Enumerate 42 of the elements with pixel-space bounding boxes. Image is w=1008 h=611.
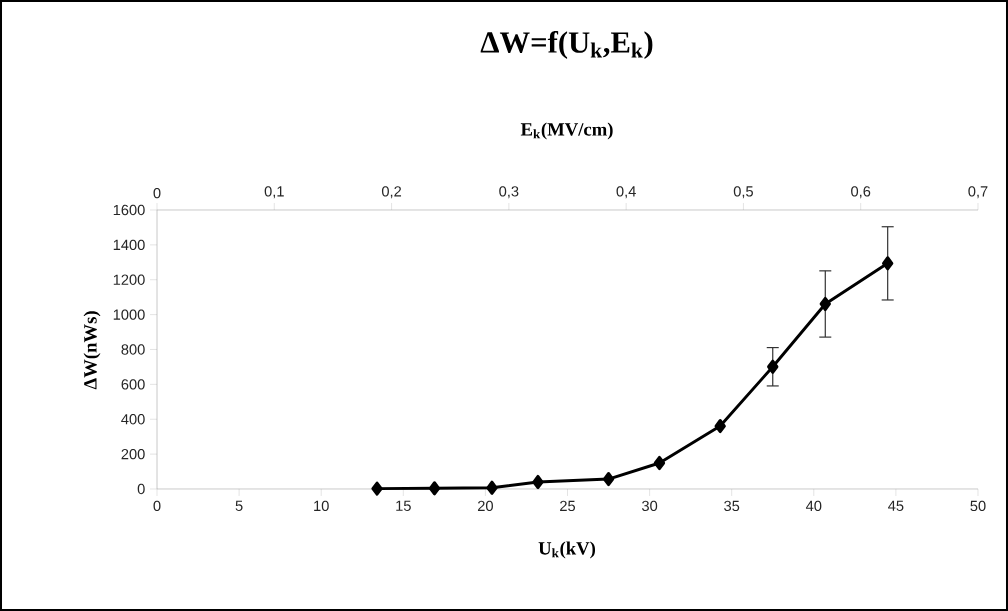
y-tick-label: 1200 — [113, 274, 145, 285]
point — [882, 256, 894, 271]
point — [819, 296, 831, 312]
x-tick-label: 50 — [970, 500, 986, 512]
y-tick-label: 600 — [121, 379, 145, 390]
x2-tick-label: 0,3 — [499, 186, 519, 199]
y-tick-label: 1400 — [113, 239, 145, 251]
y-tick-label: 200 — [121, 448, 145, 460]
point — [602, 471, 615, 487]
x2-tick-label: 0,1 — [264, 186, 284, 199]
x-tick-label: 25 — [560, 500, 576, 512]
x2-tick-label: 0 — [153, 187, 161, 199]
x-tick-label: 20 — [477, 500, 493, 512]
point — [767, 359, 779, 374]
y-axis-title: ΔW(nWs) — [83, 311, 101, 390]
x-tick-label: 35 — [724, 500, 740, 512]
y-tick-label: 400 — [121, 414, 145, 425]
x-tick-label: 30 — [642, 500, 658, 512]
point — [371, 481, 383, 496]
point — [428, 481, 441, 496]
x2-axis-title: E$_{k}$(MV/cm) — [520, 122, 613, 140]
x-tick-label: 10 — [314, 500, 329, 512]
chart-title: ΔW=f(U$_{k}$,E$_{k}$) — [480, 30, 653, 60]
x2-tick-label: 0,4 — [616, 186, 636, 199]
x-axis-title: U$_{k}$(kV) — [538, 541, 596, 559]
x2-tick-label: 0,5 — [733, 186, 753, 199]
x2-tick-label: 0,2 — [381, 186, 402, 199]
x-tick-label: 45 — [888, 500, 904, 511]
point — [532, 474, 544, 490]
x2-tick-label: 0,7 — [968, 186, 988, 199]
x-tick-label: 5 — [235, 500, 243, 511]
point — [486, 480, 498, 495]
x-tick-label: 0 — [153, 500, 161, 512]
point — [653, 455, 666, 471]
x2-tick-label: 0,6 — [851, 186, 871, 199]
x-tick-label: 40 — [805, 500, 822, 512]
y-tick-label: 1600 — [113, 204, 145, 216]
y-tick-label: 800 — [121, 344, 145, 355]
point — [714, 418, 726, 434]
y-tick-label: 1000 — [113, 309, 145, 320]
x-tick-label: 15 — [396, 500, 411, 511]
y-tick-label: 0 — [137, 483, 145, 495]
